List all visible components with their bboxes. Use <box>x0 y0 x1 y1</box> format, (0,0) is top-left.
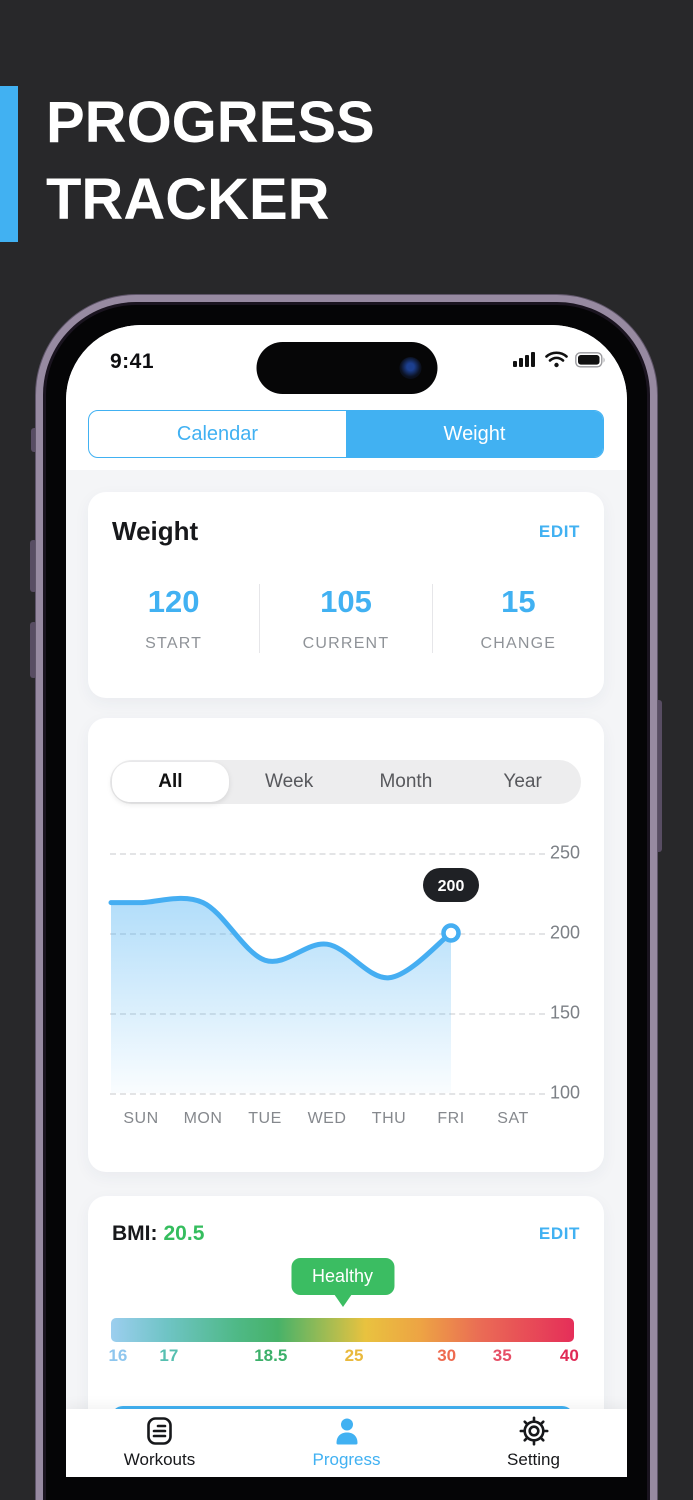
phone-volume-down-button <box>30 622 37 678</box>
stat-start-label: START <box>145 635 203 652</box>
weight-stats: 120 START 105 CURRENT 15 CHANGE <box>88 584 604 653</box>
chart-gridline <box>110 933 545 935</box>
stat-current: 105 CURRENT <box>259 584 431 653</box>
phone-volume-up-button <box>30 540 37 592</box>
bmi-scale-tick: 17 <box>159 1346 179 1365</box>
chart-range-tabs: All Week Month Year <box>110 760 581 804</box>
chart-area-fill <box>111 898 451 1093</box>
phone-mockup: 9:41 Calendar Weig <box>36 295 657 1500</box>
person-icon <box>332 1416 362 1446</box>
bmi-edit-button[interactable]: EDIT <box>538 1224 580 1243</box>
accent-bar <box>0 86 18 242</box>
stat-change: 15 CHANGE <box>431 584 604 653</box>
weight-edit-button[interactable]: EDIT <box>538 522 580 541</box>
bmi-badge-pointer <box>333 1294 352 1307</box>
nav-item-workouts[interactable]: Workouts <box>66 1409 253 1477</box>
bmi-scale-tick: 18.5 <box>254 1346 288 1365</box>
segment-calendar[interactable]: Calendar <box>176 422 259 445</box>
status-time: 9:41 <box>110 350 155 373</box>
front-camera-icon <box>399 357 421 379</box>
battery-icon <box>575 351 605 368</box>
chart-gridline <box>110 853 545 855</box>
phone-power-button <box>655 700 662 852</box>
wifi-icon <box>545 351 568 368</box>
chart-card: All Week Month Year 250 200 150 100 200 SUN… <box>88 718 604 1172</box>
nav-label-setting: Setting <box>507 1450 560 1469</box>
bmi-scale-bar <box>111 1318 574 1342</box>
chart-gridline <box>110 1093 545 1095</box>
chart-tooltip-value: 200 <box>438 878 465 895</box>
page-title-line2: TRACKER <box>46 167 330 232</box>
stat-change-value: 15 <box>501 584 536 619</box>
stat-change-label: CHANGE <box>480 635 557 652</box>
bmi-status-badge: Healthy <box>290 1258 395 1295</box>
weight-card-title: Weight <box>112 516 199 546</box>
tab-year[interactable]: Year <box>503 771 542 792</box>
chart-x-tick: FRI <box>437 1110 465 1127</box>
bmi-scale-tick: 30 <box>437 1346 457 1365</box>
chart-x-tick: MON <box>183 1110 223 1127</box>
chart-y-tick: 150 <box>550 1002 581 1023</box>
chart-x-tick: TUE <box>248 1110 282 1127</box>
nav-item-setting[interactable]: Setting <box>440 1409 627 1477</box>
calendar-weight-segmented-control: Calendar Weight <box>88 410 604 458</box>
chart-y-tick: 200 <box>550 922 581 943</box>
stat-current-label: CURRENT <box>302 635 390 652</box>
chart-x-tick: WED <box>307 1110 347 1127</box>
bmi-scale-ticks: 16 17 18.5 25 30 35 40 <box>108 1346 578 1368</box>
stat-current-value: 105 <box>320 584 372 619</box>
workouts-list-icon <box>146 1416 173 1446</box>
chart-x-tick: SAT <box>497 1110 529 1127</box>
page-title: PROGRESS TRACKER <box>46 84 375 238</box>
bmi-title-row: BMI: 20.5 <box>112 1222 204 1246</box>
chart-line <box>108 895 454 981</box>
nav-label-progress: Progress <box>312 1450 381 1469</box>
bmi-badge-wrap: Healthy <box>111 1258 574 1307</box>
stat-start-value: 120 <box>147 584 200 619</box>
bmi-scale-tick: 25 <box>344 1346 364 1365</box>
tab-month[interactable]: Month <box>379 771 433 792</box>
page-title-line1: PROGRESS <box>46 90 375 155</box>
chart-x-tick: THU <box>371 1110 407 1127</box>
bmi-scale-tick: 35 <box>492 1346 512 1365</box>
phone-mute-switch <box>31 428 38 452</box>
bmi-value: 20.5 <box>163 1222 205 1245</box>
weight-card: Weight EDIT 120 START 105 CURRENT 15 CHA… <box>88 492 604 698</box>
status-icons <box>513 351 606 368</box>
chart-y-tick: 250 <box>550 842 581 863</box>
chart-point-marker[interactable] <box>441 923 461 943</box>
phone-screen: 9:41 Calendar Weig <box>66 325 627 1477</box>
nav-item-progress[interactable]: Progress <box>253 1409 440 1477</box>
tab-week[interactable]: Week <box>265 771 314 792</box>
dynamic-island <box>256 342 437 394</box>
bmi-scale-tick: 16 <box>108 1346 128 1365</box>
bmi-label: BMI: <box>112 1222 158 1245</box>
chart-tooltip <box>423 868 479 902</box>
stat-start: 120 START <box>88 584 259 653</box>
chart-x-tick: SUN <box>123 1110 159 1127</box>
signal-icon <box>513 352 535 367</box>
segment-weight[interactable]: Weight <box>346 411 603 457</box>
gear-icon <box>518 1416 549 1446</box>
bottom-navigation: Workouts Progress <box>66 1409 627 1477</box>
tab-all[interactable]: All <box>112 762 229 802</box>
chart-y-tick: 100 <box>550 1082 581 1103</box>
nav-label-workouts: Workouts <box>123 1450 196 1469</box>
bmi-scale-tick: 40 <box>559 1346 579 1365</box>
weight-area-chart: 200 <box>108 868 479 1093</box>
